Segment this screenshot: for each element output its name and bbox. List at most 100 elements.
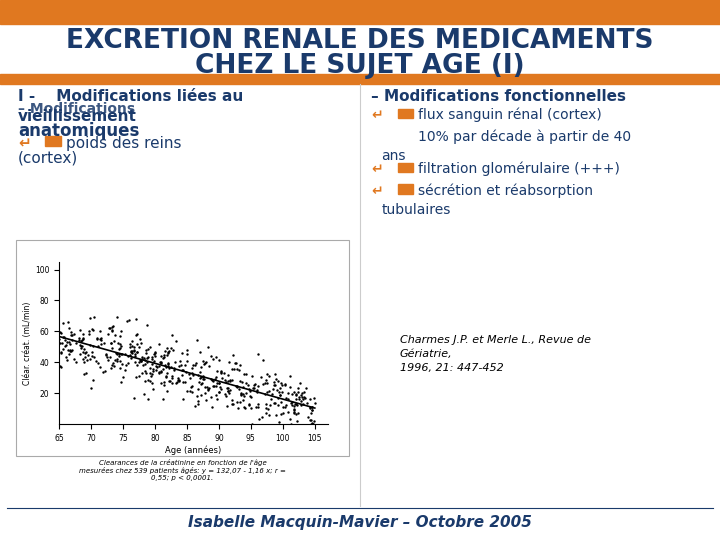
Point xyxy=(192,399,204,408)
Point xyxy=(305,416,316,424)
Point xyxy=(132,347,143,356)
Point xyxy=(240,388,252,397)
Point xyxy=(62,318,73,326)
Point xyxy=(210,375,221,383)
Point xyxy=(244,400,256,408)
Point xyxy=(172,374,184,382)
Point xyxy=(192,392,203,400)
Point xyxy=(114,356,125,365)
Point xyxy=(58,332,70,341)
Point xyxy=(286,420,297,428)
Point xyxy=(91,334,103,342)
Point xyxy=(202,385,214,394)
Point xyxy=(195,380,207,388)
Point xyxy=(272,377,284,386)
Point xyxy=(225,376,236,384)
Point xyxy=(76,343,87,352)
Point xyxy=(104,324,115,333)
Point xyxy=(226,375,238,384)
Point xyxy=(156,359,167,368)
Point xyxy=(109,356,120,364)
Point xyxy=(104,352,116,361)
Point xyxy=(220,392,232,401)
Point xyxy=(210,390,222,399)
Point xyxy=(129,347,140,355)
Point xyxy=(261,388,272,396)
Point xyxy=(302,413,313,421)
Point xyxy=(298,393,310,401)
Point xyxy=(135,339,147,348)
Point xyxy=(94,335,105,344)
Point xyxy=(138,353,150,362)
Point xyxy=(273,388,284,396)
Point xyxy=(80,349,91,357)
Point xyxy=(75,342,86,350)
Point xyxy=(137,361,148,369)
Point xyxy=(113,349,125,358)
Point xyxy=(308,416,320,425)
Point xyxy=(177,366,189,375)
Point xyxy=(136,353,148,362)
Point xyxy=(141,354,153,362)
Point xyxy=(284,372,296,380)
Point xyxy=(115,341,127,350)
Point xyxy=(276,387,288,396)
Point xyxy=(143,376,154,384)
Point xyxy=(106,361,117,370)
Point xyxy=(133,358,145,367)
Point xyxy=(280,380,292,388)
Point xyxy=(253,381,264,390)
Point xyxy=(114,364,125,373)
Point xyxy=(273,400,284,409)
Point xyxy=(176,370,188,379)
Point xyxy=(122,351,134,360)
Point xyxy=(134,372,145,380)
Point xyxy=(128,346,140,354)
Point xyxy=(139,356,150,364)
Point xyxy=(86,352,97,360)
Bar xyxy=(398,109,413,118)
Point xyxy=(63,338,75,346)
Point xyxy=(205,393,217,402)
Point xyxy=(73,334,85,342)
Point xyxy=(261,379,273,388)
Point xyxy=(224,386,235,394)
Point xyxy=(153,368,165,376)
Text: anatomiques: anatomiques xyxy=(18,122,140,139)
Point xyxy=(246,393,257,401)
Point xyxy=(164,377,176,386)
Point xyxy=(263,387,274,395)
Point xyxy=(269,381,281,389)
Point xyxy=(71,339,82,348)
Point xyxy=(288,408,300,417)
Point xyxy=(238,402,250,411)
Point xyxy=(113,345,125,353)
Point xyxy=(270,374,282,383)
Point xyxy=(196,390,207,399)
Point xyxy=(55,328,66,337)
Point xyxy=(119,366,130,374)
Point xyxy=(220,377,232,386)
Point xyxy=(181,357,193,366)
Point xyxy=(233,366,245,375)
Point xyxy=(234,376,246,385)
Point xyxy=(269,399,281,407)
Point xyxy=(108,336,120,345)
Point xyxy=(101,350,112,359)
Point xyxy=(231,382,243,391)
Point xyxy=(80,347,91,356)
Point xyxy=(181,386,193,395)
Point xyxy=(304,403,315,411)
Point xyxy=(97,368,109,377)
Point xyxy=(261,404,272,413)
Point xyxy=(194,377,205,386)
Point xyxy=(222,387,234,395)
Point xyxy=(187,361,199,369)
Point xyxy=(305,416,316,425)
Point xyxy=(131,360,143,369)
Point xyxy=(308,394,320,402)
Point xyxy=(301,383,312,392)
Point xyxy=(284,382,295,391)
Text: (cortex): (cortex) xyxy=(18,150,78,165)
Point xyxy=(163,346,175,355)
